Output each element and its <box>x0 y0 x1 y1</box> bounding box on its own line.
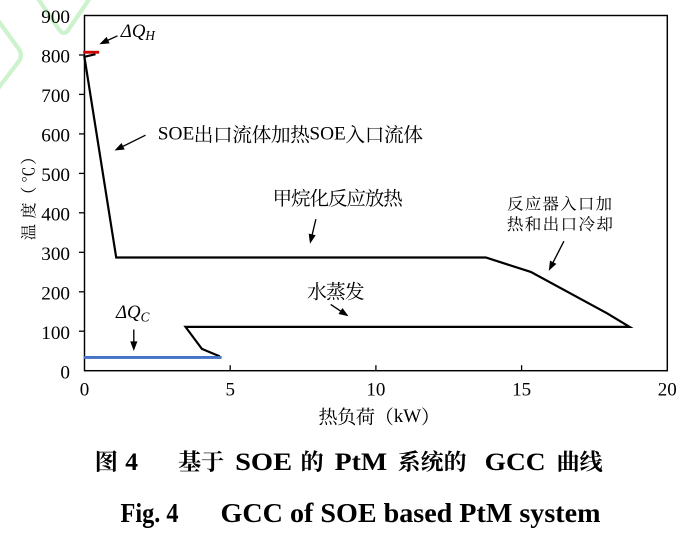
svg-text:800: 800 <box>41 47 70 68</box>
svg-text:300: 300 <box>41 244 70 265</box>
svg-text:4: 4 <box>125 447 138 476</box>
svg-text:PtM: PtM <box>335 447 388 476</box>
svg-text:0: 0 <box>80 379 90 400</box>
svg-text:20: 20 <box>658 379 677 400</box>
svg-text:15: 15 <box>512 379 531 400</box>
svg-text:5: 5 <box>225 379 235 400</box>
svg-text:500: 500 <box>41 165 70 186</box>
svg-text:900: 900 <box>41 7 70 28</box>
svg-text:10: 10 <box>366 379 385 400</box>
svg-text:GCC: GCC <box>485 447 546 476</box>
svg-text:100: 100 <box>41 323 70 344</box>
svg-text:600: 600 <box>41 126 70 147</box>
svg-text:SOE: SOE <box>158 124 194 145</box>
svg-text:700: 700 <box>41 86 70 107</box>
svg-text:SOE: SOE <box>235 447 292 476</box>
svg-text:Fig. 4: Fig. 4 <box>121 498 179 528</box>
svg-text:kW: kW <box>394 406 422 427</box>
svg-text:200: 200 <box>41 283 70 304</box>
svg-text:0: 0 <box>60 362 70 383</box>
svg-text:400: 400 <box>41 204 70 225</box>
svg-text:SOE: SOE <box>309 124 345 145</box>
svg-text:GCC of SOE based PtM system: GCC of SOE based PtM system <box>221 498 602 528</box>
